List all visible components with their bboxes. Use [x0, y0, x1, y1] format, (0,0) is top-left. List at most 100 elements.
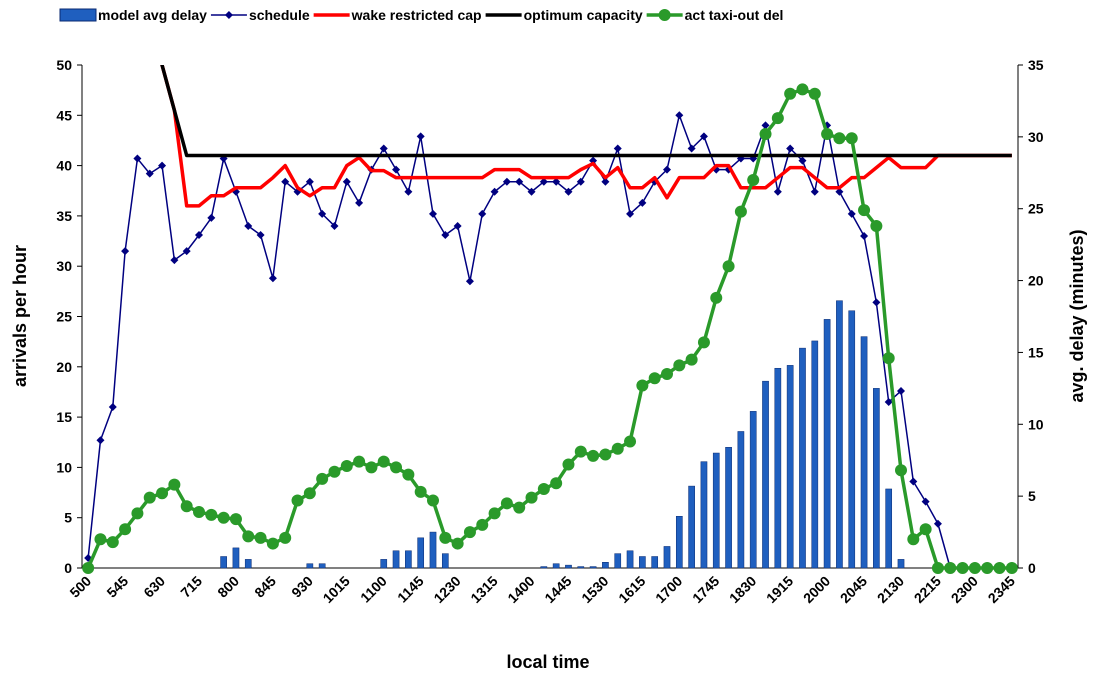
marker	[956, 562, 969, 574]
marker	[611, 442, 624, 455]
marker	[106, 536, 119, 549]
marker	[525, 491, 538, 504]
marker	[771, 112, 784, 125]
marker	[810, 187, 819, 196]
marker	[379, 144, 388, 153]
marker	[527, 187, 536, 196]
bar	[589, 566, 597, 569]
marker	[564, 187, 573, 196]
marker	[256, 231, 265, 240]
y-tick-label: 15	[56, 409, 72, 425]
marker	[710, 291, 723, 304]
bar	[811, 340, 819, 569]
bar	[540, 566, 548, 569]
marker	[601, 177, 610, 186]
marker	[747, 173, 760, 186]
marker	[108, 403, 117, 412]
marker	[734, 205, 747, 218]
bar	[848, 310, 856, 569]
marker	[722, 260, 735, 273]
y2-tick-label: 20	[1028, 273, 1044, 289]
marker	[784, 87, 797, 100]
x-tick-label: 1700	[652, 573, 685, 606]
marker	[589, 156, 598, 165]
marker	[268, 274, 277, 283]
marker	[699, 132, 708, 141]
marker	[513, 501, 526, 514]
legend-item: act taxi-out del	[646, 7, 783, 23]
y2-tick-label: 10	[1028, 416, 1044, 432]
marker	[981, 562, 994, 574]
bar	[626, 550, 634, 569]
marker	[143, 491, 156, 504]
marker	[478, 209, 487, 218]
line	[160, 65, 1012, 208]
marker	[882, 352, 895, 365]
bar	[799, 347, 806, 569]
x-tick-label: 800	[214, 573, 242, 601]
marker	[552, 177, 561, 186]
marker	[453, 221, 462, 230]
line	[160, 65, 1012, 158]
marker	[242, 530, 255, 543]
bar	[737, 431, 745, 569]
bar	[836, 300, 843, 569]
x-tick-label: 2045	[837, 573, 870, 606]
marker	[279, 531, 292, 544]
x-tick-label: 2345	[985, 573, 1018, 606]
marker	[416, 132, 425, 141]
marker	[254, 531, 267, 544]
marker	[847, 209, 856, 218]
bar	[392, 550, 400, 569]
y-tick-label: 30	[56, 258, 72, 274]
y-tick-label: 35	[56, 208, 72, 224]
bar	[749, 411, 757, 569]
marker	[377, 455, 390, 468]
marker	[759, 127, 772, 140]
x-tick-label: 1315	[467, 573, 500, 606]
marker	[921, 497, 930, 506]
marker	[599, 448, 612, 461]
bar	[688, 485, 695, 569]
marker	[833, 132, 846, 145]
x-tick-label: 2130	[874, 573, 907, 606]
marker	[156, 487, 169, 500]
marker	[429, 209, 437, 218]
bar	[244, 559, 252, 569]
marker	[697, 336, 710, 349]
marker	[796, 83, 809, 96]
marker	[624, 435, 637, 448]
y2-tick-label: 30	[1028, 129, 1044, 145]
marker	[500, 497, 513, 510]
marker	[281, 177, 290, 186]
marker	[82, 562, 95, 574]
marker	[451, 537, 464, 550]
marker	[207, 213, 216, 222]
bar	[762, 380, 769, 569]
bar	[552, 563, 560, 569]
marker	[353, 455, 366, 468]
marker	[463, 526, 476, 539]
marker	[465, 277, 474, 286]
marker	[318, 209, 327, 218]
marker	[441, 231, 450, 240]
bar	[873, 388, 880, 569]
marker	[390, 461, 403, 474]
marker	[613, 144, 622, 153]
y-tick-label: 50	[56, 57, 72, 73]
y-tick-label: 20	[56, 359, 72, 375]
marker	[427, 494, 439, 507]
marker	[170, 256, 179, 265]
marker	[158, 161, 167, 170]
marker	[821, 127, 834, 140]
x-tick-label: 845	[251, 573, 279, 601]
x-tick-label: 1400	[504, 573, 537, 606]
marker	[229, 513, 242, 526]
y2-tick-label: 25	[1028, 201, 1044, 217]
x-tick-label: 1100	[357, 573, 390, 606]
marker	[404, 187, 413, 196]
marker	[180, 500, 193, 513]
legend-label: wake restricted cap	[351, 7, 482, 23]
marker	[884, 398, 893, 407]
marker	[96, 436, 105, 445]
